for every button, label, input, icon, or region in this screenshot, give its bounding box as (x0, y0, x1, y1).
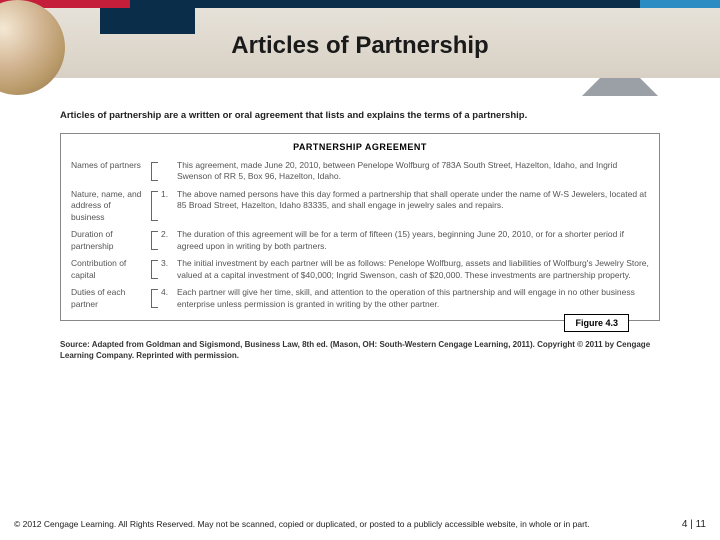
row-body: Each partner will give her time, skill, … (177, 287, 649, 310)
content-area: Articles of partnership are a written or… (60, 110, 660, 362)
agreement-box: PARTNERSHIP AGREEMENT Names of partners … (60, 133, 660, 321)
row-body: The duration of this agreement will be f… (177, 229, 649, 252)
page-number: 4 | 11 (682, 519, 706, 530)
tab-notch (600, 78, 640, 96)
page-title: Articles of Partnership (0, 32, 720, 60)
bracket-icon (149, 160, 161, 183)
row-num: 4. (161, 287, 177, 310)
row-body: The above named persons have this day fo… (177, 189, 649, 223)
source-text: Source: Adapted from Goldman and Sigismo… (60, 339, 660, 361)
agreement-row: Duties of each partner 4. Each partner w… (71, 287, 649, 310)
strip-blue-end (640, 0, 720, 8)
row-body: The initial investment by each partner w… (177, 258, 649, 281)
navy-block (100, 8, 195, 34)
agreement-row: Nature, name, and address of business 1.… (71, 189, 649, 223)
row-num: 1. (161, 189, 177, 223)
intro-text: Articles of partnership are a written or… (60, 110, 660, 121)
row-label: Nature, name, and address of business (71, 189, 149, 223)
agreement-row: Names of partners This agreement, made J… (71, 160, 649, 183)
footer-copyright: © 2012 Cengage Learning. All Rights Rese… (14, 519, 590, 529)
bracket-icon (149, 258, 161, 281)
row-label: Duration of partnership (71, 229, 149, 252)
agreement-row: Contribution of capital 3. The initial i… (71, 258, 649, 281)
figure-label: Figure 4.3 (564, 314, 629, 332)
row-body: This agreement, made June 20, 2010, betw… (177, 160, 649, 183)
agreement-row: Duration of partnership 2. The duration … (71, 229, 649, 252)
row-label: Duties of each partner (71, 287, 149, 310)
bracket-icon (149, 189, 161, 223)
agreement-heading: PARTNERSHIP AGREEMENT (71, 142, 649, 152)
bracket-icon (149, 287, 161, 310)
bracket-icon (149, 229, 161, 252)
row-label: Names of partners (71, 160, 149, 183)
row-num (161, 160, 177, 183)
header-bar: Articles of Partnership (0, 0, 720, 78)
row-num: 3. (161, 258, 177, 281)
footer: © 2012 Cengage Learning. All Rights Rese… (14, 519, 706, 530)
header-top-strip (0, 0, 720, 8)
row-label: Contribution of capital (71, 258, 149, 281)
row-num: 2. (161, 229, 177, 252)
strip-navy (130, 0, 640, 8)
